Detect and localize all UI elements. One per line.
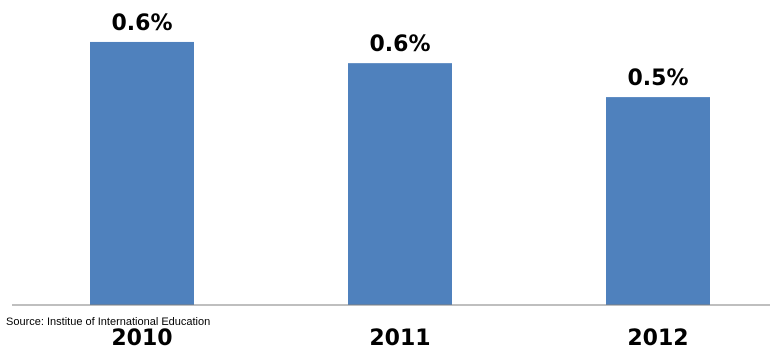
bars-group [90, 41, 710, 306]
bar-2010 [90, 41, 194, 305]
category-label-2011: 2011 [369, 326, 430, 351]
category-label-2010: 2010 [111, 326, 172, 351]
data-label-2012: 0.5% [627, 66, 688, 91]
data-labels-group: 0.6% 0.6% 0.5% [111, 11, 688, 91]
bar-2011 [348, 63, 452, 306]
bar-2012 [606, 97, 710, 305]
data-label-2010: 0.6% [111, 11, 172, 36]
source-note: Source: Institue of International Educat… [6, 316, 211, 328]
category-label-2012: 2012 [627, 326, 688, 351]
category-labels-group: 2010 2011 2012 [111, 326, 688, 351]
data-label-2011: 0.6% [369, 32, 430, 57]
